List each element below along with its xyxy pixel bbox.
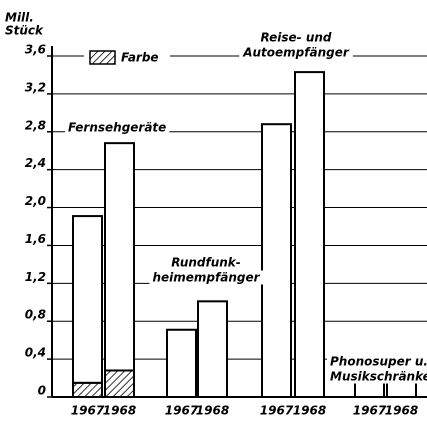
x-tick-label: 1967 <box>71 404 105 418</box>
label-background <box>327 369 427 384</box>
bar <box>104 142 135 372</box>
y-tick-label: 0,4 <box>25 346 46 360</box>
group-label: Phonosuper u. <box>330 355 427 369</box>
y-tick-label: 1,2 <box>25 270 46 284</box>
bar <box>261 123 292 398</box>
y-axis-title: Mill. <box>5 11 34 25</box>
group-label: heimempfänger <box>152 271 260 285</box>
x-tick-label: 1967 <box>260 404 294 418</box>
y-tick-label: 0,8 <box>25 308 46 322</box>
y-tick-label: 0 <box>38 384 46 398</box>
label-background <box>168 255 244 270</box>
x-tick-label: 1967 <box>165 404 199 418</box>
x-tick-label: 1968 <box>103 404 136 418</box>
label-background <box>257 30 335 45</box>
bar <box>72 215 103 384</box>
group-label: Fernsehgeräte <box>68 121 166 135</box>
y-tick-label: 1,6 <box>25 232 46 246</box>
label-background <box>327 354 427 369</box>
x-tick-label: 1968 <box>385 404 418 418</box>
y-tick-label: 2,0 <box>25 194 46 208</box>
legend-swatch <box>89 50 116 65</box>
label-background <box>65 120 170 135</box>
y-axis-title: Stück <box>5 24 44 38</box>
x-tick-label: 1968 <box>293 404 326 418</box>
bar <box>197 300 228 399</box>
group-label: Autoempfänger <box>242 46 350 60</box>
y-tick-label: 3,2 <box>25 80 46 94</box>
group-label: Musikschränke <box>330 370 427 384</box>
label-background <box>149 270 264 285</box>
bar-segment-hatched <box>72 381 103 398</box>
y-tick-label: 2,8 <box>25 118 46 132</box>
label-background <box>239 45 353 60</box>
y-tick-label: 2,4 <box>25 156 46 170</box>
bar-segment-hatched <box>104 369 135 399</box>
group-label: Rundfunk- <box>171 256 241 270</box>
legend-label: Farbe <box>121 51 159 65</box>
group-label: Reise- und <box>260 31 331 45</box>
bar <box>166 328 197 398</box>
bar <box>294 71 325 398</box>
x-tick-label: 1967 <box>353 404 387 418</box>
x-tick-label: 1968 <box>196 404 229 418</box>
y-tick-label: 3,6 <box>25 43 46 57</box>
